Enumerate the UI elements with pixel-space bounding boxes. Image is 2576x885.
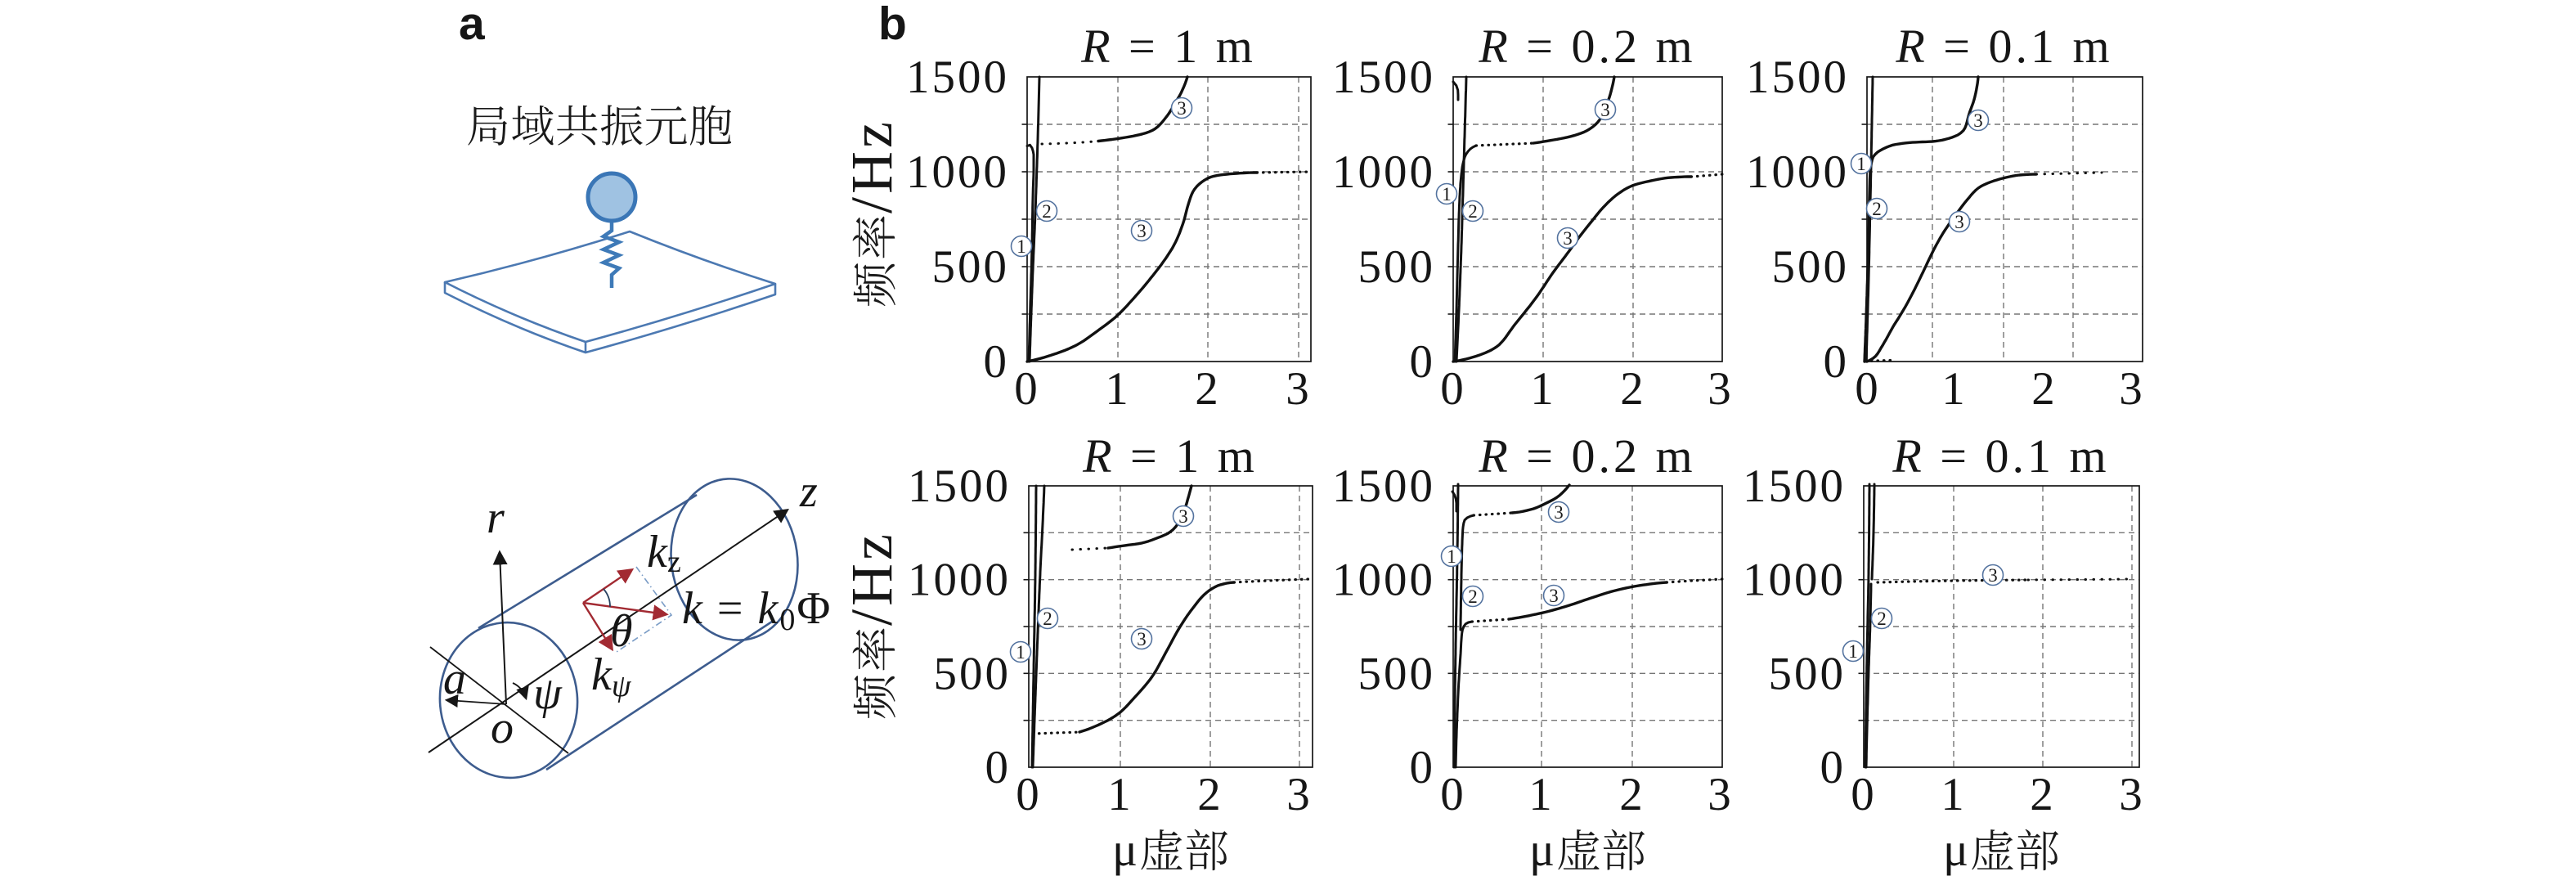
svg-text:500: 500 [1358, 648, 1436, 699]
svg-text:1: 1 [1941, 363, 1968, 415]
svg-text:1: 1 [1530, 363, 1556, 415]
svg-text:3: 3 [1954, 212, 1964, 232]
svg-text:1500: 1500 [1743, 460, 1846, 512]
svg-text:2: 2 [1042, 201, 1052, 222]
svg-text:2: 2 [2031, 363, 2058, 415]
svg-text:2: 2 [1043, 609, 1052, 629]
svg-text:3: 3 [1554, 502, 1564, 523]
svg-text:2: 2 [1468, 201, 1478, 222]
svg-text:1000: 1000 [1332, 555, 1435, 606]
svg-text:kz: kz [647, 527, 681, 579]
svg-text:μ: μ [1943, 823, 1968, 876]
svg-text:1: 1 [1941, 769, 1967, 820]
svg-text:a: a [459, 0, 486, 50]
svg-text:0: 0 [985, 742, 1012, 793]
svg-text:1: 1 [1442, 184, 1452, 204]
svg-text:1000: 1000 [908, 555, 1011, 606]
svg-text:a: a [443, 654, 466, 704]
svg-text:0: 0 [1820, 742, 1847, 793]
svg-text:2: 2 [1195, 363, 1221, 415]
svg-text:1: 1 [1016, 236, 1026, 257]
svg-text:1: 1 [1447, 546, 1456, 567]
svg-text:1: 1 [1856, 154, 1866, 174]
svg-text:o: o [491, 703, 514, 753]
svg-text:1: 1 [1107, 769, 1133, 820]
svg-text:1500: 1500 [906, 52, 1009, 103]
svg-text:3: 3 [1178, 506, 1188, 527]
svg-text:500: 500 [1769, 648, 1847, 699]
svg-text:1500: 1500 [1332, 52, 1435, 103]
svg-text:0: 0 [1855, 363, 1881, 415]
svg-text:μ: μ [1112, 823, 1138, 876]
svg-text:3: 3 [1973, 110, 1983, 131]
svg-text:500: 500 [932, 241, 1010, 293]
svg-text:0: 0 [1440, 363, 1466, 415]
svg-text:2: 2 [1468, 586, 1478, 607]
svg-text:R = 1 m: R = 1 m [1080, 20, 1256, 73]
svg-text:1000: 1000 [1743, 555, 1846, 606]
svg-text:3: 3 [1286, 363, 1312, 415]
svg-text:1: 1 [1105, 363, 1131, 415]
svg-text:2: 2 [1197, 769, 1223, 820]
svg-text:0: 0 [1014, 363, 1040, 415]
svg-text:1500: 1500 [1332, 460, 1435, 512]
svg-text:3: 3 [1549, 586, 1559, 606]
svg-text:3: 3 [1137, 629, 1147, 649]
svg-text:R = 1 m: R = 1 m [1082, 429, 1258, 483]
svg-text:500: 500 [1358, 241, 1436, 293]
svg-text:3: 3 [2119, 769, 2145, 820]
svg-text:1500: 1500 [1746, 52, 1849, 103]
svg-text:1000: 1000 [1332, 146, 1435, 198]
svg-text:0: 0 [1410, 336, 1436, 388]
svg-text:1500: 1500 [908, 460, 1011, 512]
svg-text:μ: μ [1529, 823, 1555, 876]
svg-text:1000: 1000 [906, 146, 1009, 198]
svg-text:R = 0.1 m: R = 0.1 m [1892, 429, 2109, 483]
svg-text:0: 0 [1851, 769, 1877, 820]
svg-text:3: 3 [1988, 565, 1998, 586]
svg-text:r: r [487, 492, 505, 543]
svg-text:0: 0 [984, 336, 1010, 388]
svg-text:k = k0Φ: k = k0Φ [682, 583, 832, 637]
svg-text:2: 2 [1872, 199, 1882, 219]
svg-text:kψ: kψ [591, 649, 632, 703]
svg-text:2: 2 [1619, 769, 1645, 820]
svg-text:1: 1 [1528, 769, 1555, 820]
svg-text:z: z [799, 466, 818, 517]
svg-text:500: 500 [934, 648, 1012, 699]
svg-text:0: 0 [1410, 742, 1436, 793]
svg-text:2: 2 [1877, 609, 1887, 629]
svg-text:R = 0.1 m: R = 0.1 m [1895, 20, 2112, 73]
svg-text:3: 3 [1708, 363, 1734, 415]
svg-text:R = 0.2 m: R = 0.2 m [1478, 429, 1695, 483]
svg-text:3: 3 [1600, 100, 1610, 120]
svg-text:3: 3 [1563, 228, 1573, 249]
svg-text:0: 0 [1016, 769, 1042, 820]
svg-text:3: 3 [2119, 363, 2145, 415]
svg-text:3: 3 [1286, 769, 1313, 820]
svg-text:ψ: ψ [533, 668, 563, 719]
svg-text:3: 3 [1177, 98, 1187, 119]
svg-text:0: 0 [1824, 336, 1850, 388]
svg-text:2: 2 [1620, 363, 1646, 415]
svg-text:R = 0.2 m: R = 0.2 m [1478, 20, 1695, 73]
svg-text:0: 0 [1440, 769, 1466, 820]
svg-text:1: 1 [1848, 641, 1858, 662]
svg-text:b: b [878, 0, 907, 50]
svg-text:3: 3 [1137, 221, 1147, 241]
svg-text:500: 500 [1772, 241, 1850, 293]
svg-text:θ: θ [610, 606, 633, 657]
svg-text:1000: 1000 [1746, 146, 1849, 198]
svg-text:2: 2 [2030, 769, 2056, 820]
svg-text:3: 3 [1708, 769, 1734, 820]
svg-text:1: 1 [1016, 642, 1025, 663]
svg-text:/Hz: /Hz [839, 119, 904, 213]
svg-text:/Hz: /Hz [839, 531, 904, 626]
